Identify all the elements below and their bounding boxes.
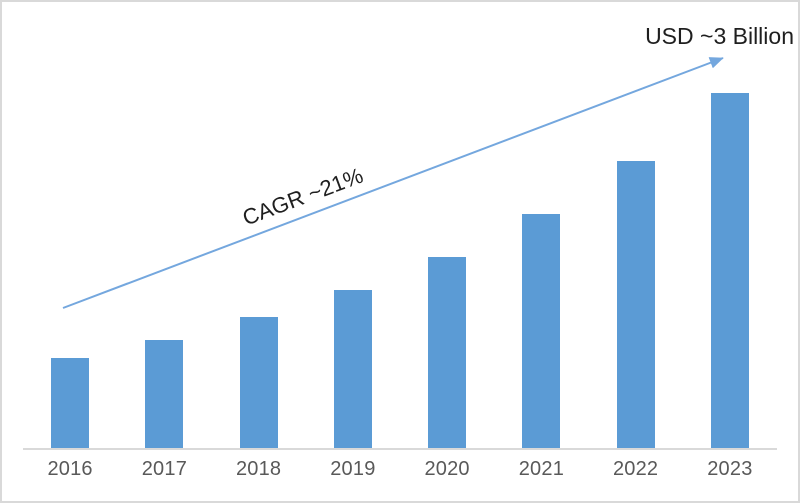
end-value-annotation: USD ~3 Billion xyxy=(645,23,794,49)
bar-2017 xyxy=(145,340,184,449)
x-axis-label-2022: 2022 xyxy=(612,458,659,480)
x-axis-label-2019: 2019 xyxy=(330,458,376,480)
bar-2016 xyxy=(51,358,90,449)
x-axis-line xyxy=(23,448,777,450)
x-axis-label-2023: 2023 xyxy=(707,458,753,480)
x-axis-label-2016: 2016 xyxy=(47,458,93,480)
x-axis-label-2021: 2021 xyxy=(518,458,565,480)
bar-2019 xyxy=(333,290,372,449)
bar-2020 xyxy=(428,257,467,449)
bar-2021 xyxy=(522,214,561,449)
cagr-annotation: CAGR ~21% xyxy=(239,162,367,231)
x-axis-label-2017: 2017 xyxy=(141,458,188,480)
x-axis-label-2020: 2020 xyxy=(424,458,470,480)
bar-2022 xyxy=(616,161,655,449)
x-axis-label-2018: 2018 xyxy=(235,458,282,480)
bar-2018 xyxy=(239,317,278,449)
bar-2023 xyxy=(710,93,749,449)
